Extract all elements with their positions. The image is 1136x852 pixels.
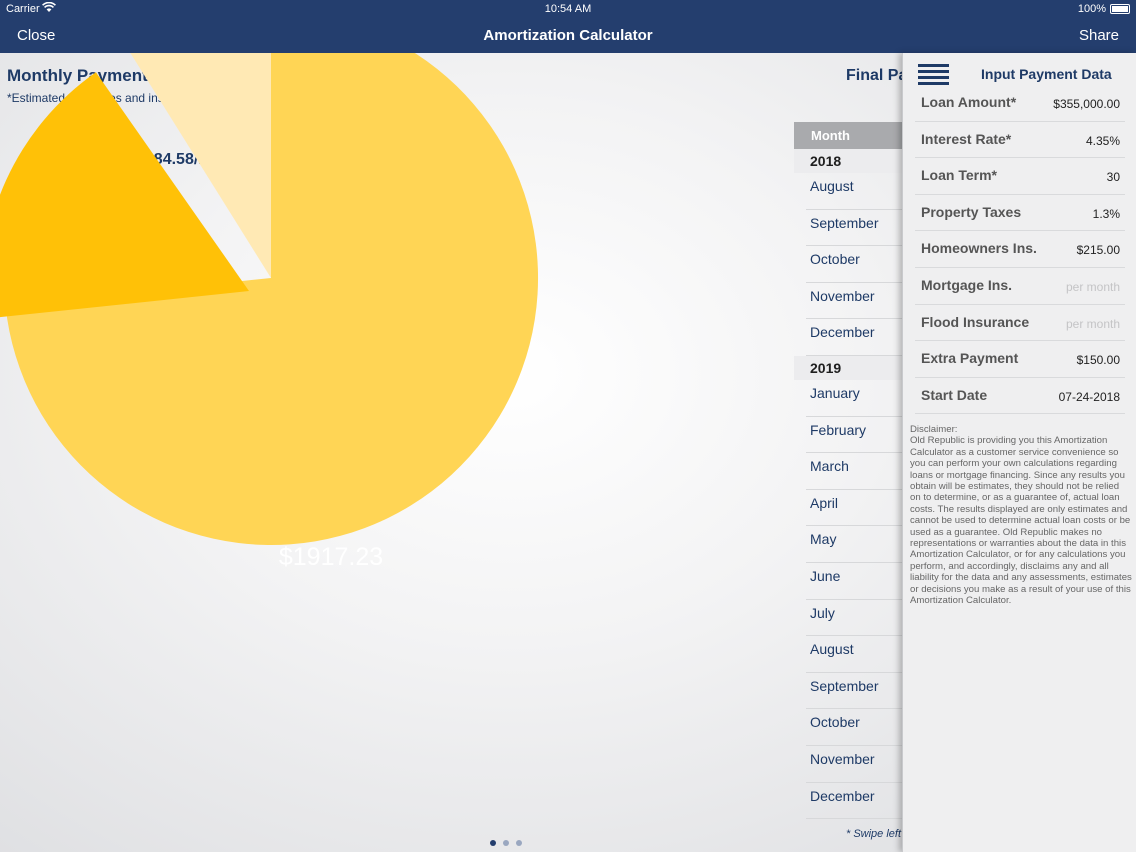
field-label: Homeowners Ins. <box>921 240 1037 257</box>
disclaimer: Disclaimer: Old Republic is providing yo… <box>910 424 1132 607</box>
share-button[interactable]: Share <box>1078 27 1119 44</box>
pie-slice-principal-interest[interactable] <box>5 53 539 545</box>
schedule-month: January <box>810 384 860 401</box>
schedule-row[interactable]: August <box>794 636 904 673</box>
schedule-month: September <box>810 214 879 231</box>
schedule-month: March <box>810 458 849 475</box>
schedule-month: May <box>810 531 837 548</box>
schedule-month: August <box>810 178 854 194</box>
panel-title: Input Payment Data <box>981 66 1112 82</box>
schedule-year: 2019 <box>794 355 904 380</box>
schedule-month: December <box>810 324 875 341</box>
input-field-row[interactable]: Loan Term* 30 <box>903 158 1136 195</box>
schedule-row[interactable]: September <box>794 673 904 710</box>
schedule-month: April <box>810 494 839 511</box>
status-bar: Carrier 10:54 AM 100% <box>0 0 1136 18</box>
final-payment-label: Final Pa <box>846 67 908 84</box>
schedule-row[interactable]: February <box>794 417 904 454</box>
schedule-row[interactable]: December <box>794 319 904 356</box>
schedule-row[interactable]: April <box>794 490 904 527</box>
schedule-row[interactable]: August <box>794 173 904 210</box>
schedule-row[interactable]: November <box>794 283 904 320</box>
wifi-icon <box>42 2 56 12</box>
swipe-hint: * Swipe left <box>846 828 902 840</box>
schedule-month: October <box>810 714 860 731</box>
field-label: Extra Payment <box>921 350 1019 367</box>
schedule-row[interactable]: June <box>794 563 904 600</box>
field-label: Loan Term* <box>921 167 997 184</box>
navigation-bar: Close Amortization Calculator Share <box>0 18 1136 53</box>
schedule-row[interactable]: July <box>794 600 904 637</box>
battery-percentage: 100% <box>1077 3 1106 15</box>
field-label: Flood Insurance <box>921 313 1030 330</box>
field-label: Property Taxes <box>921 203 1022 220</box>
field-value[interactable]: 4.35% <box>1085 133 1120 148</box>
field-value[interactable]: $150.00 <box>1076 353 1120 368</box>
schedule-month: February <box>810 421 867 438</box>
amortization-schedule: Month 2018 August September October November… <box>794 122 904 819</box>
input-field-row[interactable]: Flood Insurance per month <box>903 305 1136 342</box>
schedule-month: September <box>810 677 879 694</box>
carrier-label: Carrier <box>6 3 40 15</box>
schedule-row[interactable]: September <box>794 210 904 247</box>
input-field-row[interactable]: Extra Payment $150.00 <box>903 341 1136 378</box>
disclaimer-title: Disclaimer: <box>910 424 958 435</box>
pie-slice-property-taxes[interactable] <box>0 72 249 319</box>
field-value[interactable]: 1.3% <box>1092 206 1120 221</box>
schedule-row[interactable]: December <box>794 783 904 820</box>
schedule-month: August <box>810 641 854 658</box>
schedule-row[interactable]: November <box>794 746 904 783</box>
schedule-month: November <box>810 287 875 304</box>
input-field-row[interactable]: Interest Rate* 4.35% <box>903 122 1136 159</box>
page-dot[interactable] <box>503 840 509 846</box>
input-field-row[interactable]: Homeowners Ins. $215.00 <box>903 231 1136 268</box>
input-field-row[interactable]: Mortgage Ins. per month <box>903 268 1136 305</box>
input-field-row[interactable]: Loan Amount* $355,000.00 <box>903 85 1136 122</box>
schedule-month: December <box>810 787 875 804</box>
page-dot[interactable] <box>490 840 496 846</box>
schedule-month: November <box>810 750 875 767</box>
hamburger-menu-icon[interactable] <box>918 64 949 86</box>
schedule-month: July <box>810 604 835 621</box>
pie-slice-homeowners-insurance[interactable] <box>130 53 272 278</box>
schedule-row[interactable]: January <box>794 380 904 417</box>
page-indicator[interactable] <box>490 833 529 851</box>
page-title: Amortization Calculator <box>483 27 653 44</box>
schedule-header: Month <box>794 122 904 149</box>
schedule-month: June <box>810 567 841 584</box>
clock: 10:54 AM <box>544 3 592 15</box>
input-fields: Loan Amount* $355,000.00 Interest Rate* 4.3… <box>903 85 1136 414</box>
field-value[interactable]: per month <box>1065 316 1120 331</box>
input-payment-panel: Input Payment Data Loan Amount* $355,000.… <box>902 53 1136 852</box>
field-value[interactable]: $215.00 <box>1076 243 1120 258</box>
schedule-row[interactable]: October <box>794 709 904 746</box>
schedule-row[interactable]: March <box>794 453 904 490</box>
input-field-row[interactable]: Property Taxes 1.3% <box>903 195 1136 232</box>
payment-pie-chart[interactable]: $1917.23 <box>0 53 800 813</box>
field-label: Start Date <box>921 386 988 403</box>
field-value[interactable]: 30 <box>1106 170 1120 185</box>
field-value[interactable]: $355,000.00 <box>1053 97 1120 111</box>
battery-icon <box>1110 4 1130 14</box>
close-button[interactable]: Close <box>17 27 56 44</box>
page-dot[interactable] <box>516 840 522 846</box>
schedule-month: October <box>810 251 860 268</box>
disclaimer-text: Old Republic is providing you this Amort… <box>910 435 1132 607</box>
field-label: Interest Rate* <box>921 130 1012 147</box>
input-field-row[interactable]: Start Date 07-24-2018 <box>903 378 1136 415</box>
field-label: Loan Amount* <box>921 94 1017 110</box>
pie-center-label: $1917.23 <box>279 543 383 571</box>
field-value[interactable]: 07-24-2018 <box>1058 389 1120 404</box>
schedule-row[interactable]: October <box>794 246 904 283</box>
schedule-year: 2018 <box>794 149 904 173</box>
field-label: Mortgage Ins. <box>921 276 1013 293</box>
schedule-row[interactable]: May <box>794 526 904 563</box>
field-value[interactable]: per month <box>1065 279 1120 294</box>
